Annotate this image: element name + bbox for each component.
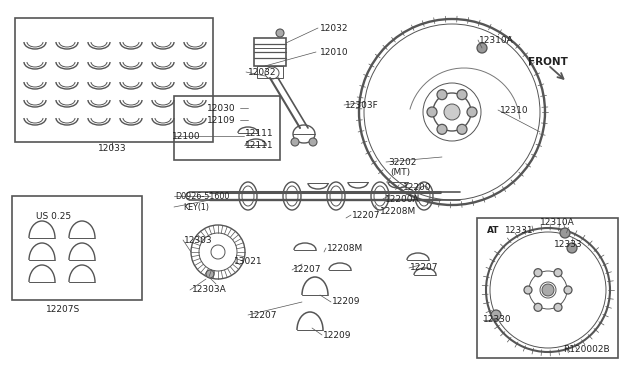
Text: 12032: 12032	[248, 67, 276, 77]
Text: 12100: 12100	[172, 131, 200, 141]
Text: 12200: 12200	[403, 183, 431, 192]
Circle shape	[206, 270, 214, 278]
Text: 12303F: 12303F	[345, 100, 379, 109]
Text: 12111: 12111	[245, 128, 274, 138]
Text: 12310A: 12310A	[540, 218, 575, 227]
Circle shape	[437, 124, 447, 134]
Circle shape	[534, 269, 542, 277]
Text: 12207: 12207	[410, 263, 438, 273]
Circle shape	[567, 243, 577, 253]
Circle shape	[560, 228, 570, 238]
Text: 13021: 13021	[234, 257, 262, 266]
Circle shape	[309, 138, 317, 146]
Circle shape	[291, 138, 299, 146]
Text: 12310A: 12310A	[479, 35, 514, 45]
Circle shape	[457, 124, 467, 134]
Bar	[477, 218, 618, 358]
Text: 12207: 12207	[293, 266, 321, 275]
Text: D0926-51600: D0926-51600	[175, 192, 229, 201]
Text: 12208M: 12208M	[380, 206, 416, 215]
Circle shape	[564, 286, 572, 294]
Text: 32202: 32202	[388, 157, 417, 167]
Text: 12030: 12030	[207, 103, 236, 112]
Text: 12207: 12207	[249, 311, 278, 320]
Circle shape	[427, 107, 437, 117]
Text: (MT): (MT)	[390, 167, 410, 176]
Text: 12310: 12310	[500, 106, 529, 115]
Text: FRONT: FRONT	[528, 57, 568, 67]
Text: 12033: 12033	[98, 144, 126, 153]
Text: 12200A: 12200A	[385, 195, 420, 203]
Text: 12207: 12207	[352, 211, 381, 219]
Text: 12209: 12209	[332, 298, 360, 307]
Text: 12010: 12010	[320, 48, 349, 57]
Text: AT: AT	[487, 225, 499, 234]
Circle shape	[437, 90, 447, 100]
Circle shape	[276, 29, 284, 37]
Circle shape	[477, 43, 487, 53]
Text: 12333: 12333	[554, 240, 582, 248]
Text: 12303A: 12303A	[192, 285, 227, 295]
Text: 12109: 12109	[207, 115, 236, 125]
Bar	[12, 196, 142, 300]
Text: 12207S: 12207S	[46, 305, 80, 314]
Circle shape	[524, 286, 532, 294]
Circle shape	[554, 269, 562, 277]
Circle shape	[554, 303, 562, 311]
Text: 12111: 12111	[245, 141, 274, 150]
Text: US 0.25: US 0.25	[36, 212, 71, 221]
Text: 12208M: 12208M	[327, 244, 364, 253]
Text: 12330: 12330	[483, 315, 511, 324]
Bar	[254, 38, 286, 66]
Text: 12209: 12209	[323, 330, 351, 340]
Circle shape	[534, 303, 542, 311]
Bar	[15, 18, 213, 142]
Circle shape	[467, 107, 477, 117]
Circle shape	[491, 310, 501, 320]
Circle shape	[542, 284, 554, 296]
Text: 12303: 12303	[184, 235, 212, 244]
Bar	[257, 66, 283, 78]
Text: KEY(1): KEY(1)	[183, 202, 209, 212]
Text: R120002B: R120002B	[563, 346, 610, 355]
Text: 12032: 12032	[320, 23, 349, 32]
Circle shape	[444, 104, 460, 120]
Circle shape	[457, 90, 467, 100]
Bar	[174, 96, 280, 160]
Text: 12331: 12331	[505, 225, 534, 234]
